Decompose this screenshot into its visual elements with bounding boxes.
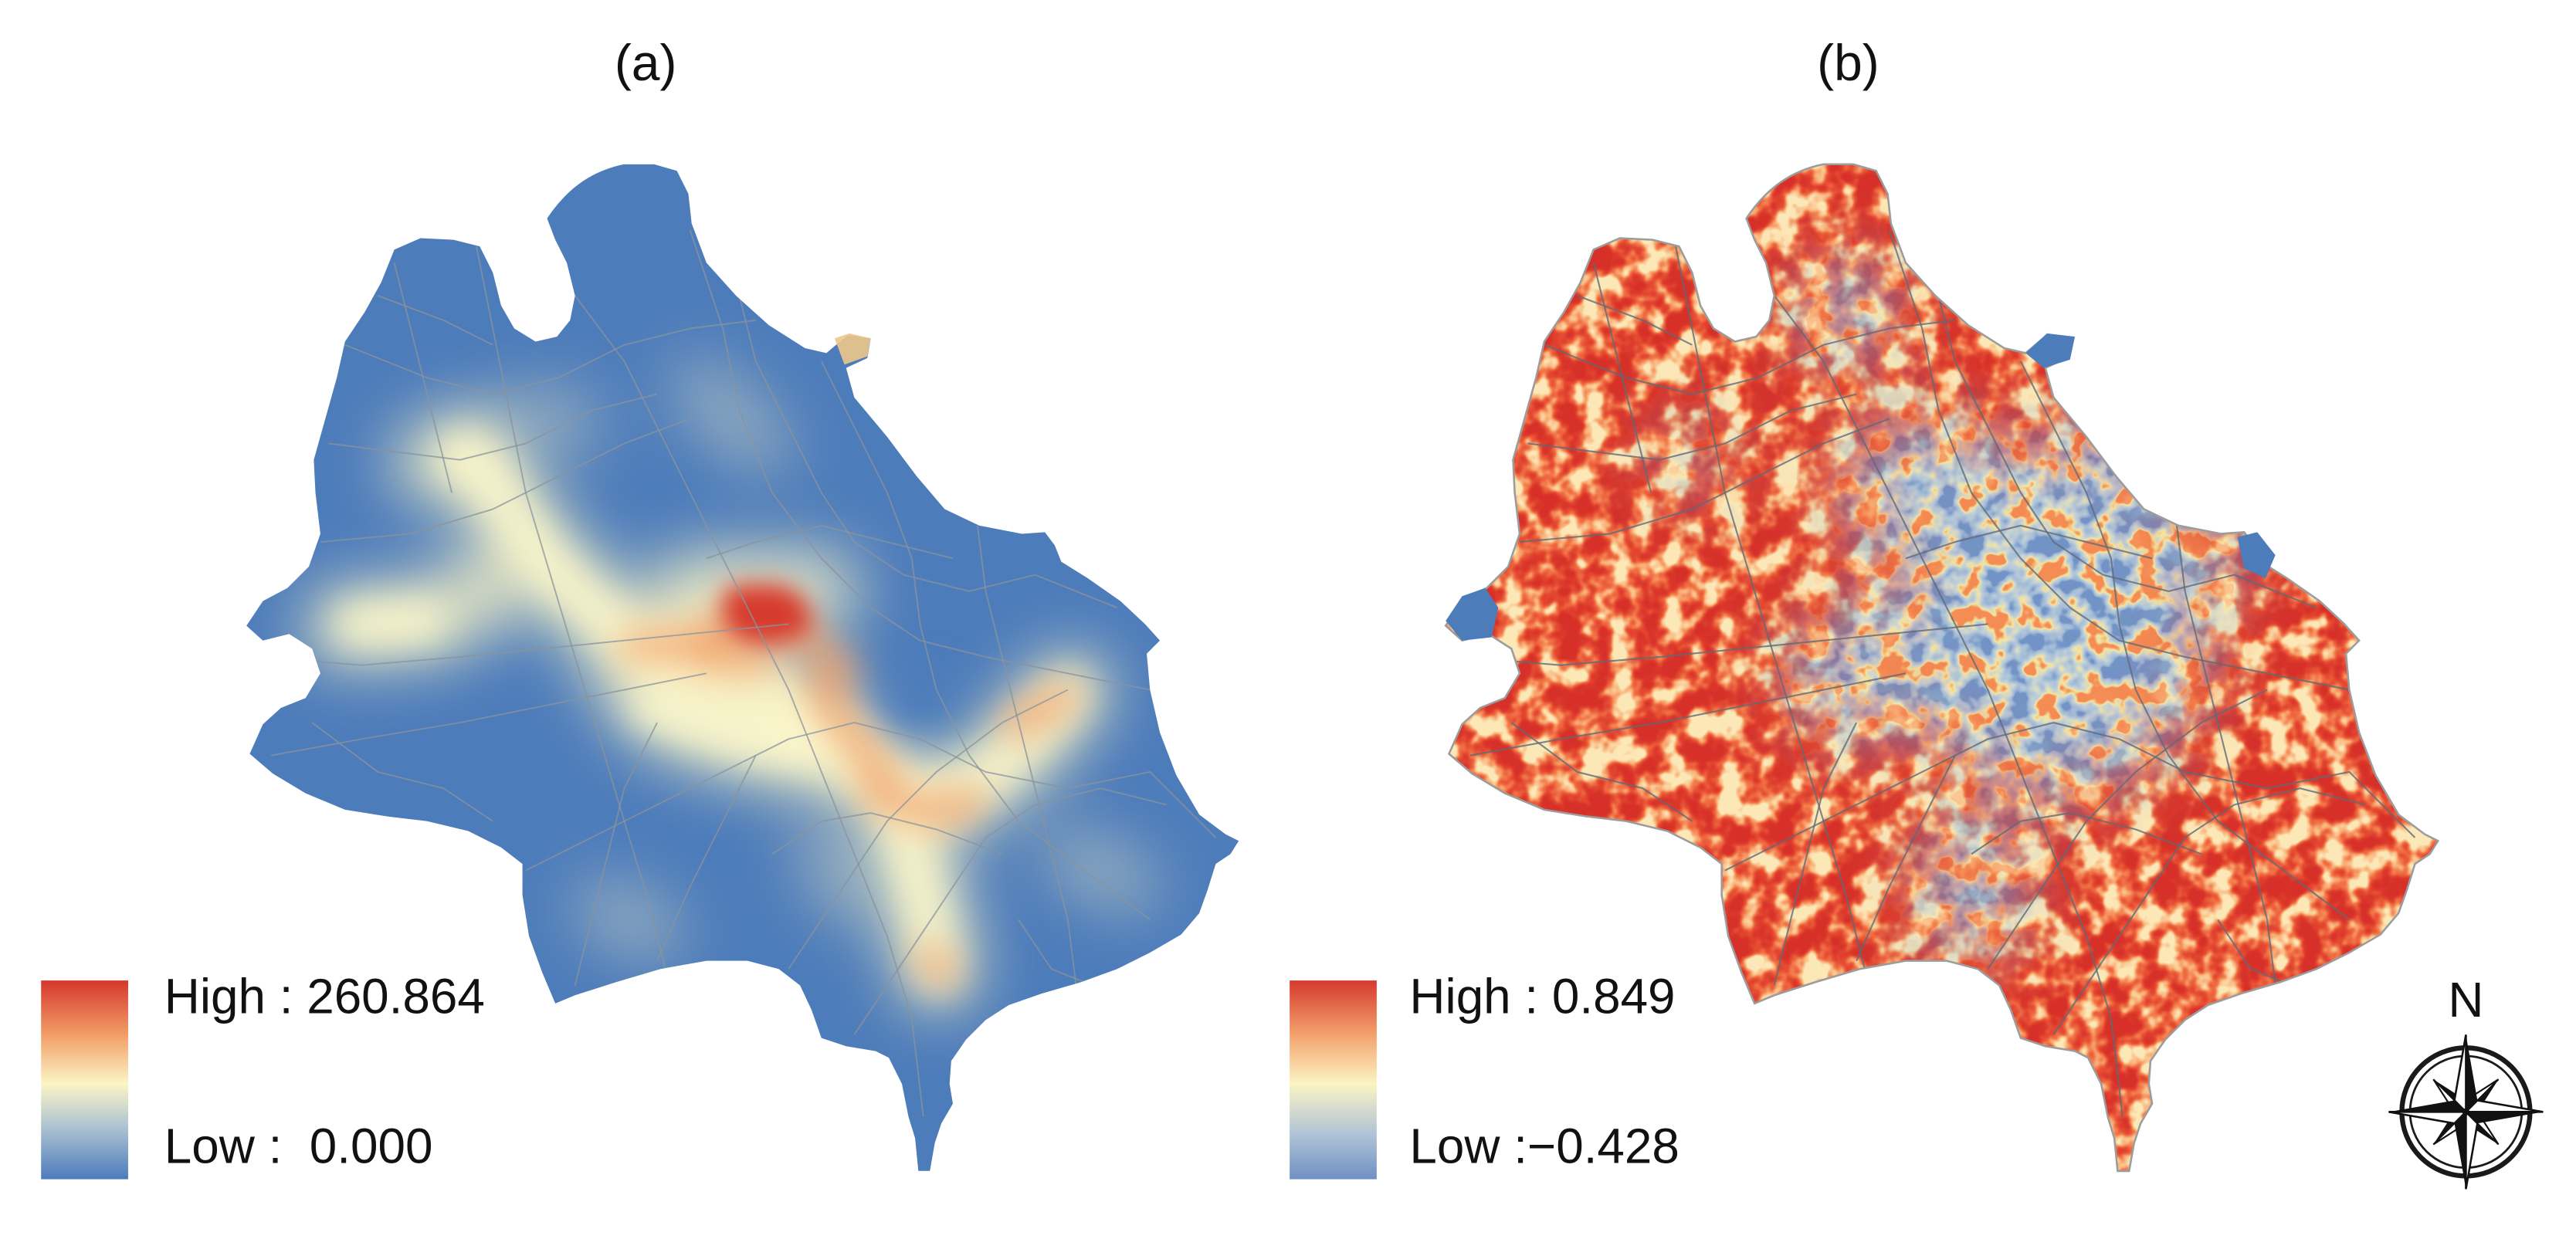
compass-point-e: [2463, 1099, 2544, 1124]
legend-b-high: High : 0.849: [1409, 969, 1675, 1024]
compass-center: [2462, 1108, 2470, 1116]
heat-cold-pockets: [886, 672, 953, 725]
compass-point-dark: [2466, 1034, 2478, 1112]
water-patch: [1446, 587, 1499, 641]
compass-point-light: [2388, 1111, 2469, 1125]
legend-a-high: High : 260.864: [164, 969, 485, 1024]
legend-b-low: Low :−0.428: [1409, 1118, 1679, 1173]
compass-point-light: [2463, 1099, 2544, 1113]
compass-point-w: [2388, 1100, 2469, 1125]
panel-b: (b) High : 0.849 Low :−0.428: [1290, 34, 2439, 1180]
heat-core-layer: [335, 433, 1090, 990]
legend-b: High : 0.849 Low :−0.428: [1290, 969, 1679, 1180]
map-b: [1444, 163, 2439, 1173]
legend-a-low: Low : 0.000: [164, 1118, 433, 1173]
map-a-outlier-patch: [834, 333, 871, 365]
north-arrow: N: [2388, 972, 2544, 1190]
panel-a-label: (a): [615, 34, 677, 91]
heat-faint-layer: [517, 361, 1158, 958]
compass-point-dark: [2454, 1112, 2466, 1190]
compass-main-points: [2388, 1034, 2544, 1190]
north-label: N: [2448, 972, 2483, 1027]
legend-a-color-ramp: [41, 980, 128, 1180]
water-patch: [2237, 532, 2276, 578]
compass-point-dark: [2388, 1100, 2466, 1112]
compass-point-dark: [2466, 1112, 2544, 1124]
panel-a: (a): [41, 34, 1239, 1180]
compass-point-s: [2454, 1109, 2479, 1190]
map-a-heatmap: [246, 164, 1239, 1171]
map-b-water-patches: [1446, 333, 2276, 641]
compass-rose-icon: [2388, 1034, 2544, 1190]
legend-b-color-ramp: [1290, 980, 1377, 1180]
legend-a: High : 260.864 Low : 0.000: [41, 969, 485, 1180]
compass-point-light: [2465, 1109, 2479, 1190]
panel-b-label: (b): [1817, 34, 1879, 91]
water-patch: [2025, 333, 2076, 368]
